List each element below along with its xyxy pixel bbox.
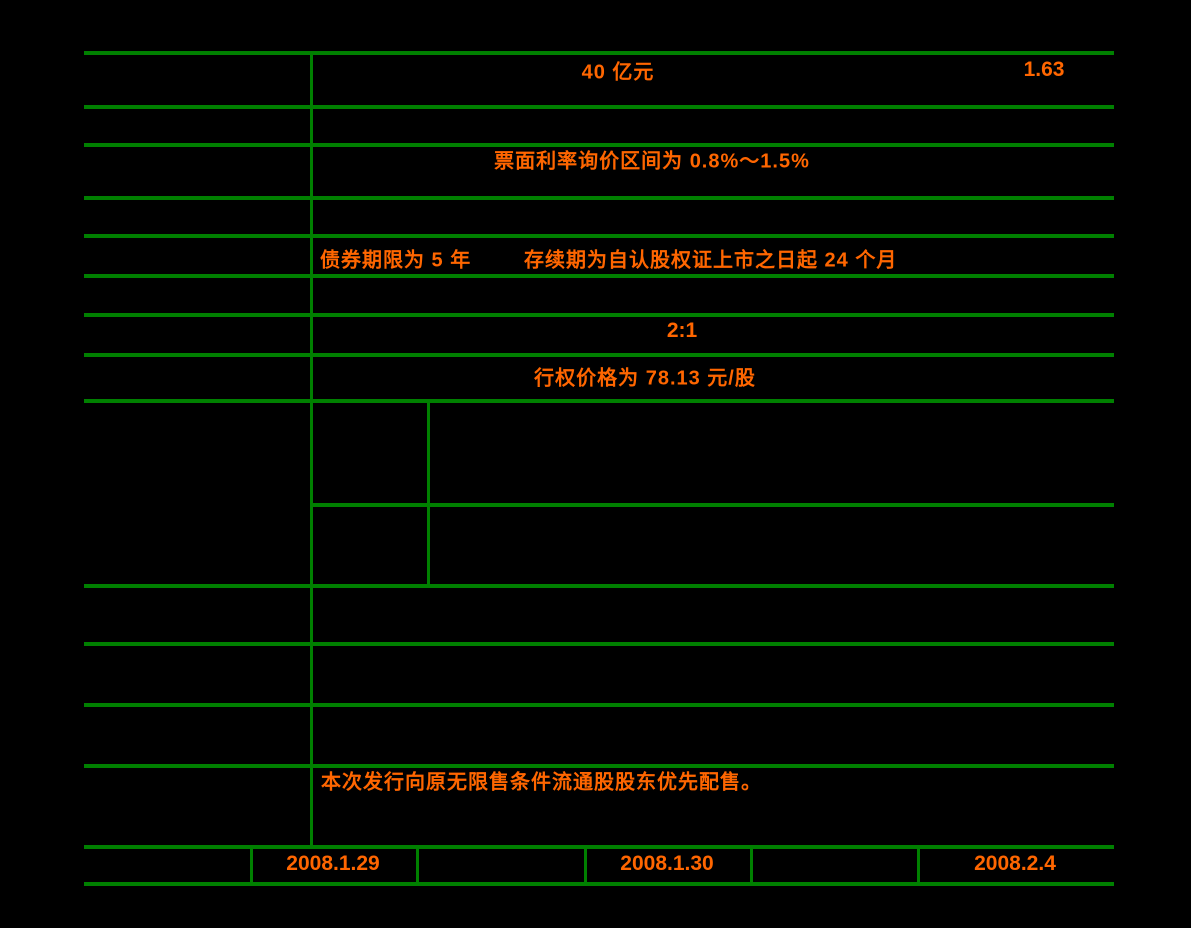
issue-amount-cell: 40 亿元 <box>581 61 655 84</box>
grid-line-horizontal <box>84 399 1114 403</box>
grid-line-horizontal <box>84 764 1114 768</box>
bond-warrant-ratio-cell: 2:1 <box>666 319 698 342</box>
grid-line-horizontal <box>84 313 1114 317</box>
grid-line-horizontal-partial <box>310 503 1114 507</box>
grid-line-vertical-main <box>310 51 313 849</box>
date-row-divider <box>750 845 753 886</box>
date-cell-2: 2008.1.30 <box>620 852 714 875</box>
grid-line-horizontal <box>84 234 1114 238</box>
exercise-price-cell: 行权价格为 78.13 元/股 <box>534 367 756 390</box>
grid-line-horizontal <box>84 105 1114 109</box>
grid-line-horizontal <box>84 196 1114 200</box>
grid-line-horizontal <box>84 642 1114 646</box>
grid-line-horizontal <box>84 353 1114 357</box>
date-row-divider <box>250 845 253 886</box>
coupon-rate-range-cell: 票面利率询价区间为 0.8%～1.5% <box>494 150 810 173</box>
grid-line-horizontal <box>84 882 1114 886</box>
metric-value-cell: 1.63 <box>1023 58 1065 81</box>
grid-line-horizontal <box>84 51 1114 55</box>
grid-line-horizontal <box>84 703 1114 707</box>
warrant-duration-cell: 存续期为自认股权证上市之日起 24 个月 <box>524 249 898 272</box>
grid-line-vertical-inner <box>427 399 430 588</box>
grid-line-horizontal <box>84 274 1114 278</box>
bond-term-cell: 债券期限为 5 年 <box>320 249 472 272</box>
date-row-divider <box>917 845 920 886</box>
grid-line-horizontal <box>84 845 1114 849</box>
placement-note-cell: 本次发行向原无限售条件流通股股东优先配售。 <box>321 771 762 794</box>
date-row-divider <box>584 845 587 886</box>
date-row-divider <box>416 845 419 886</box>
grid-line-horizontal <box>84 584 1114 588</box>
grid-line-horizontal <box>84 143 1114 147</box>
date-cell-3: 2008.2.4 <box>974 852 1056 875</box>
date-cell-1: 2008.1.29 <box>286 852 380 875</box>
